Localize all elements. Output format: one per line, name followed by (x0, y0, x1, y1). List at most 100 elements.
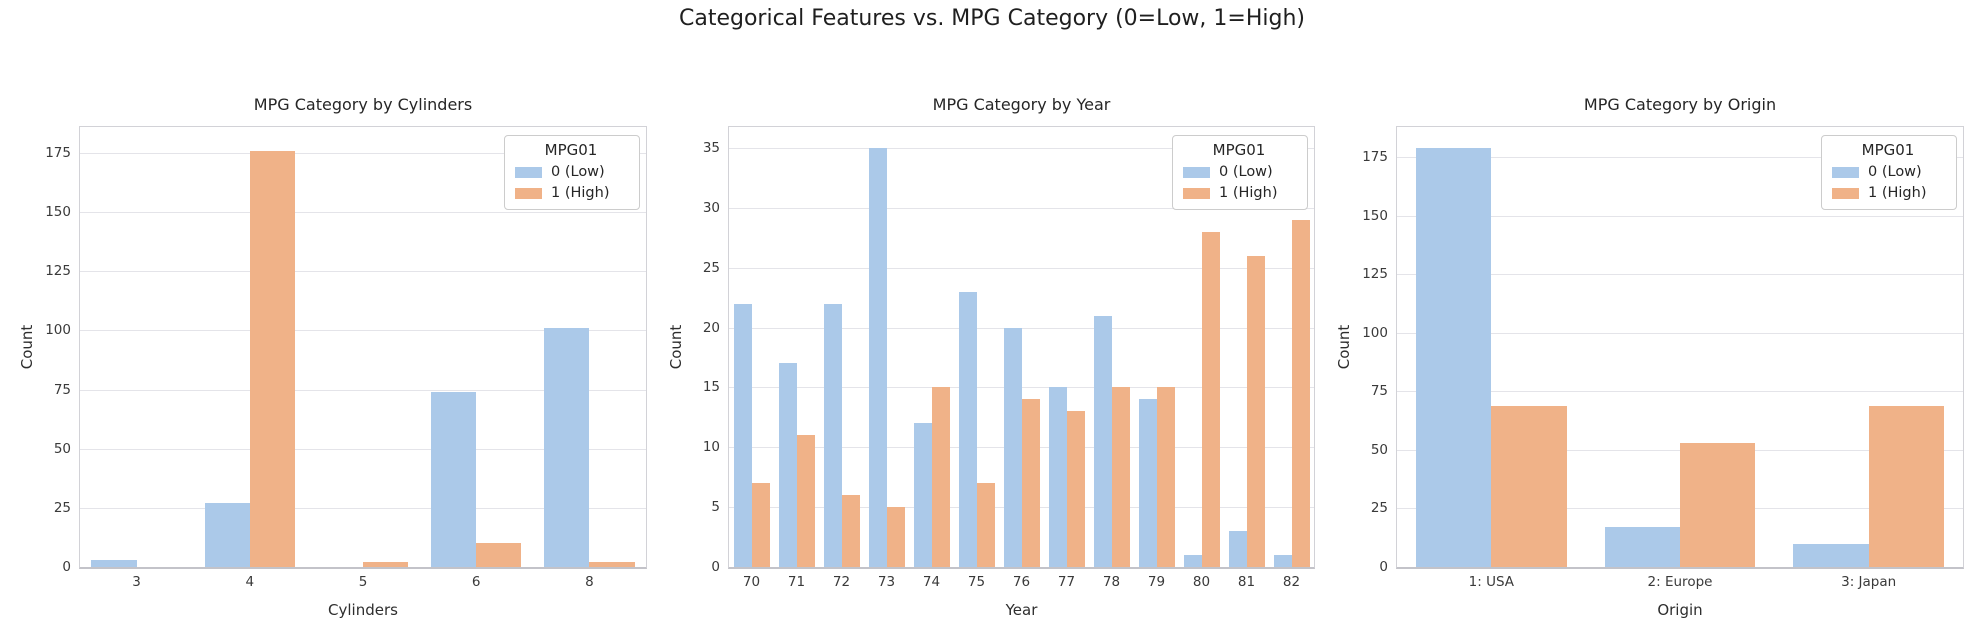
bar-low-2: Europe (1604, 527, 1680, 567)
bar-high-71 (796, 435, 815, 567)
y-tick-label: 25 (1370, 500, 1388, 517)
figure-suptitle: Categorical Features vs. MPG Category (0… (678, 6, 1305, 31)
y-tick-label: 150 (1362, 207, 1388, 224)
bar-high-78 (1111, 387, 1130, 567)
gridline (1397, 215, 1963, 217)
x-tick-label: 78 (1102, 574, 1121, 590)
x-tick-label: 70 (742, 574, 761, 590)
x-tick-label: 5 (358, 574, 368, 590)
legend-entry-low: 0 (Low) (1832, 164, 1944, 180)
legend-entry-high: 1 (High) (1183, 185, 1295, 201)
y-tick-label: 5 (711, 499, 720, 516)
gridline (1397, 391, 1963, 393)
y-tick-label: 125 (1362, 266, 1388, 283)
bar-high-6 (476, 543, 522, 567)
x-tick-label: 73 (877, 574, 896, 590)
legend-swatch-high (1832, 187, 1859, 199)
bar-high-79 (1156, 387, 1175, 567)
y-tick-label: 25 (53, 499, 71, 516)
y-tick-label: 175 (1362, 149, 1388, 166)
cylinders-y-axis-label: Count (18, 324, 36, 370)
legend-entry-low: 0 (Low) (1183, 164, 1295, 180)
y-tick-label: 30 (702, 199, 720, 216)
bar-low-81 (1228, 531, 1247, 567)
legend-swatch-high (515, 187, 542, 199)
x-tick-label: 3: Japan (1841, 574, 1897, 590)
legend-box: MPG01 0 (Low) 1 (High) (1172, 135, 1308, 210)
year-chart-title: MPG Category by Year (932, 95, 1111, 114)
gridline (80, 153, 646, 155)
bar-high-70 (751, 483, 770, 567)
bar-low-71 (778, 363, 797, 567)
bar-low-4 (204, 503, 250, 567)
x-tick-label: 72 (832, 574, 851, 590)
x-tick-label: 74 (922, 574, 941, 590)
origin-chart-title: MPG Category by Origin (1583, 95, 1777, 114)
cylinders-chart-title: MPG Category by Cylinders (253, 95, 473, 114)
bar-low-6 (430, 391, 477, 567)
bar-low-3 (91, 559, 137, 567)
bar-low-73 (868, 147, 887, 567)
bar-high-8 (589, 562, 635, 567)
y-tick-label: 175 (45, 145, 71, 162)
gridline (80, 212, 646, 214)
legend-label-low: 0 (Low) (1219, 164, 1273, 180)
legend-swatch-low (515, 166, 542, 178)
legend-entry-high: 1 (High) (1832, 185, 1944, 201)
gridline (80, 271, 646, 273)
y-tick-label: 125 (45, 263, 71, 280)
y-tick-label: 75 (1370, 383, 1388, 400)
bar-low-1: USA (1415, 148, 1492, 567)
legend-title: MPG01 (1212, 141, 1266, 159)
origin-y-axis-label: Count (1335, 324, 1353, 370)
y-tick-label: 50 (53, 440, 71, 457)
bar-high-81 (1246, 255, 1265, 567)
x-tick-label: 8 (585, 574, 594, 590)
y-tick-label: 0 (62, 559, 71, 575)
y-tick-label: 25 (702, 259, 720, 276)
y-tick-label: 20 (702, 319, 720, 336)
y-tick-label: 10 (702, 439, 720, 456)
x-tick-label: 71 (787, 574, 806, 590)
gridline (1397, 157, 1963, 159)
legend-entry-high: 1 (High) (515, 185, 627, 201)
y-tick-label: 35 (702, 139, 720, 156)
legend-entry-low: 0 (Low) (515, 164, 627, 180)
y-tick-label: 0 (1379, 559, 1388, 575)
bar-high-1: USA (1491, 405, 1567, 567)
bar-low-8 (544, 328, 590, 567)
legend-title: MPG01 (544, 141, 598, 159)
legend-label-low: 0 (Low) (551, 164, 605, 180)
x-tick-label: 82 (1282, 574, 1301, 590)
y-tick-label: 50 (1370, 441, 1388, 458)
bar-high-73 (886, 507, 905, 567)
x-tick-label: 79 (1147, 574, 1166, 590)
year-x-axis-label: Year (1005, 601, 1038, 619)
legend-label-high: 1 (High) (551, 185, 610, 201)
bar-high-82 (1291, 219, 1310, 567)
bar-high-72 (841, 495, 860, 567)
legend-box: MPG01 0 (Low) 1 (High) (1821, 135, 1957, 210)
x-tick-label: 76 (1012, 574, 1031, 590)
bar-high-74 (931, 387, 950, 567)
bar-high-75 (976, 483, 995, 567)
legend-swatch-low (1183, 166, 1210, 178)
year-y-axis-label: Count (667, 324, 685, 370)
origin-x-axis-label: Origin (1657, 601, 1703, 619)
bar-low-77 (1048, 387, 1067, 567)
y-tick-label: 100 (45, 322, 71, 339)
x-tick-label: 2: Europe (1647, 574, 1713, 590)
bar-low-80 (1183, 555, 1202, 567)
legend-label-low: 0 (Low) (1868, 164, 1922, 180)
gridline (80, 389, 646, 391)
x-tick-label: 4 (245, 574, 255, 590)
legend-label-high: 1 (High) (1219, 185, 1278, 201)
bar-low-3: Japan (1793, 543, 1869, 567)
y-tick-label: 100 (1362, 324, 1388, 341)
bar-low-75 (958, 291, 977, 567)
bar-low-79 (1138, 399, 1157, 567)
gridline (80, 330, 646, 332)
x-tick-label: 3 (132, 574, 141, 590)
legend-swatch-high (1183, 187, 1210, 199)
